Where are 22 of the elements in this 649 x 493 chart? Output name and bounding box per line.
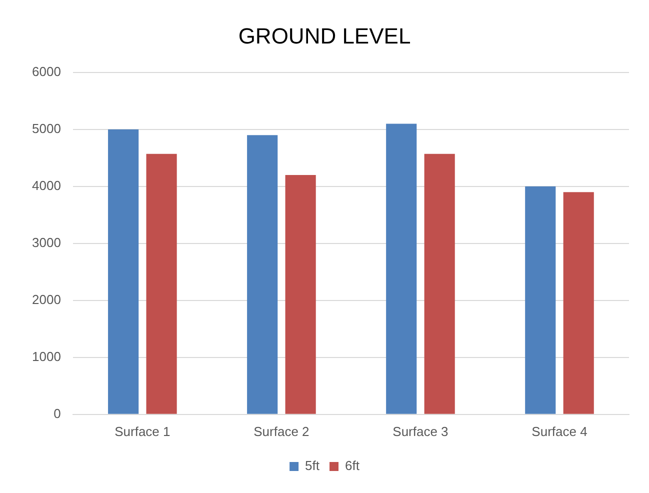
bar bbox=[146, 154, 177, 414]
bar bbox=[386, 124, 417, 414]
bar bbox=[525, 186, 556, 414]
x-tick-label: Surface 1 bbox=[114, 424, 170, 439]
legend-label: 6ft bbox=[345, 458, 360, 474]
x-tick-label: Surface 2 bbox=[254, 424, 310, 439]
legend-label: 5ft bbox=[305, 458, 320, 474]
bar bbox=[424, 154, 455, 414]
x-tick-label: Surface 3 bbox=[392, 424, 448, 439]
chart-title: GROUND LEVEL bbox=[238, 23, 411, 48]
y-tick-label: 4000 bbox=[32, 178, 61, 193]
bar bbox=[563, 192, 594, 414]
y-tick-label: 6000 bbox=[32, 64, 61, 79]
y-tick-label: 2000 bbox=[32, 292, 61, 307]
bar bbox=[285, 175, 316, 414]
bar bbox=[247, 135, 278, 414]
y-tick-label: 1000 bbox=[32, 348, 61, 364]
y-tick-label: 5000 bbox=[32, 120, 61, 136]
y-tick-label: 3000 bbox=[32, 234, 61, 250]
y-tick-label: 0 bbox=[54, 406, 61, 421]
bar bbox=[108, 129, 139, 414]
x-tick-label: Surface 4 bbox=[532, 424, 588, 439]
